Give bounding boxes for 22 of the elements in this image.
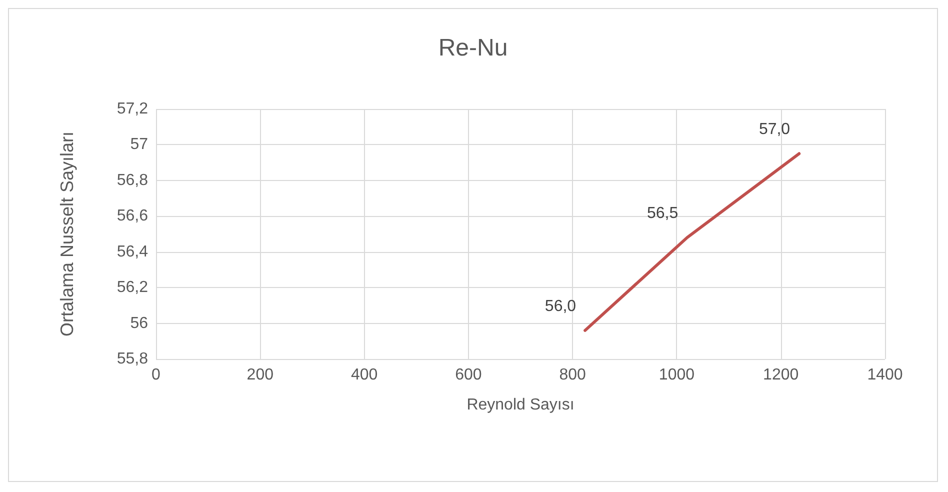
y-tick-label: 56	[130, 314, 148, 332]
x-tick-label: 1000	[658, 366, 695, 384]
y-tick-label: 56,2	[116, 279, 148, 296]
y-tick-label: 55,8	[116, 350, 148, 368]
x-tick-label: 1200	[763, 366, 799, 384]
y-tick-label: 57,2	[116, 100, 148, 118]
x-tick-label: 0	[152, 366, 161, 384]
y-tick-label: 56,8	[116, 172, 148, 189]
x-tick-label: 800	[559, 366, 586, 384]
y-axis-title: Ortalama Nusselt Sayıları	[57, 131, 77, 337]
y-tick-label: 56,6	[116, 208, 148, 225]
y-tick-label: 56,4	[116, 243, 148, 260]
data-label: 56,5	[646, 205, 678, 222]
chart-title: Re-Nu	[438, 34, 508, 62]
x-tick-label: 1400	[867, 366, 903, 384]
data-label: 56,0	[544, 298, 576, 315]
x-tick-label: 400	[350, 366, 378, 384]
data-label: 57,0	[758, 121, 790, 138]
x-axis-title: Reynold Sayısı	[466, 396, 574, 414]
x-tick-label: 200	[246, 366, 274, 384]
y-tick-label: 57	[130, 136, 148, 154]
x-tick-label: 600	[455, 366, 482, 384]
